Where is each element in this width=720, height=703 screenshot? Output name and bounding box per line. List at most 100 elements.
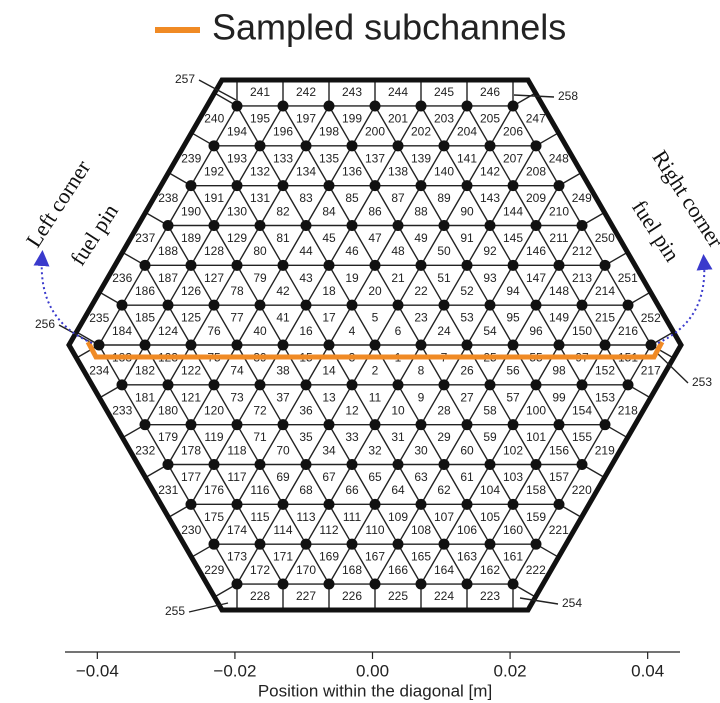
subchannel: 216 bbox=[618, 324, 638, 338]
edge-subchannel: 246 bbox=[480, 85, 500, 99]
fuel-pin bbox=[623, 379, 634, 390]
subchannel: 51 bbox=[437, 271, 451, 285]
fuel-pin bbox=[186, 340, 197, 351]
edge-subchannel: 223 bbox=[480, 589, 500, 603]
subchannel: 67 bbox=[322, 470, 336, 484]
subchannel: 48 bbox=[391, 244, 405, 258]
subchannel: 201 bbox=[388, 111, 408, 125]
corner-subchannel: 257 bbox=[175, 72, 195, 86]
subchannel: 207 bbox=[503, 151, 523, 165]
subchannel: 159 bbox=[526, 510, 546, 524]
fuel-pin bbox=[577, 300, 588, 311]
subchannel: 144 bbox=[503, 204, 523, 218]
subchannel: 89 bbox=[437, 191, 451, 205]
subchannel: 197 bbox=[296, 111, 316, 125]
subchannel: 41 bbox=[276, 311, 290, 325]
fuel-pin bbox=[646, 340, 657, 351]
fuel-pin bbox=[232, 340, 243, 351]
subchannel: 46 bbox=[345, 244, 359, 258]
fuel-pin bbox=[347, 459, 358, 470]
fuel-pin bbox=[255, 459, 266, 470]
annotation: fuel pin bbox=[65, 199, 123, 270]
subchannel: 154 bbox=[572, 404, 592, 418]
edge-subchannel: 235 bbox=[89, 311, 109, 325]
edge-subchannel: 240 bbox=[204, 112, 224, 126]
fuel-pin bbox=[508, 579, 519, 590]
subchannel: 72 bbox=[253, 404, 267, 418]
fuel-pin bbox=[347, 379, 358, 390]
fuel-pin bbox=[485, 459, 496, 470]
fuel-pin bbox=[508, 419, 519, 430]
fuel-pin bbox=[531, 459, 542, 470]
subchannel: 149 bbox=[549, 311, 569, 325]
right-arrow bbox=[658, 262, 704, 343]
corner-subchannel: 255 bbox=[165, 604, 185, 618]
subchannel: 116 bbox=[250, 483, 269, 497]
subchannel: 63 bbox=[414, 470, 428, 484]
fuel-pin bbox=[485, 300, 496, 311]
subchannel: 53 bbox=[460, 311, 474, 325]
subchannel: 122 bbox=[181, 364, 201, 378]
subchannel: 2 bbox=[372, 364, 379, 378]
subchannel: 175 bbox=[204, 510, 224, 524]
subchannel: 136 bbox=[342, 165, 362, 179]
fuel-pin bbox=[554, 180, 565, 191]
fuel-pin bbox=[577, 459, 588, 470]
fuel-pin bbox=[531, 539, 542, 550]
fuel-pin bbox=[301, 220, 312, 231]
fuel-pin bbox=[301, 379, 312, 390]
subchannel: 126 bbox=[181, 284, 201, 298]
fuel-pin bbox=[393, 379, 404, 390]
subchannel: 134 bbox=[296, 165, 316, 179]
fuel-pin bbox=[209, 300, 220, 311]
subchannel: 74 bbox=[230, 364, 244, 378]
subchannel: 117 bbox=[227, 470, 246, 484]
fuel-pin bbox=[186, 260, 197, 271]
subchannel: 27 bbox=[460, 390, 474, 404]
subchannel: 82 bbox=[276, 204, 290, 218]
fuel-pin bbox=[623, 300, 634, 311]
fuel-pin bbox=[370, 419, 381, 430]
fuel-pin bbox=[163, 300, 174, 311]
subchannel: 90 bbox=[460, 204, 474, 218]
subchannel: 167 bbox=[365, 550, 385, 564]
subchannel: 153 bbox=[595, 390, 615, 404]
subchannel: 158 bbox=[526, 483, 546, 497]
fuel-pin bbox=[301, 459, 312, 470]
edge-subchannel: 228 bbox=[250, 589, 270, 603]
subchannel: 100 bbox=[526, 404, 546, 418]
subchannel: 93 bbox=[483, 271, 497, 285]
fuel-pin bbox=[416, 419, 427, 430]
fuel-pin bbox=[416, 499, 427, 510]
subchannel: 166 bbox=[388, 563, 408, 577]
fuel-pin bbox=[531, 140, 542, 151]
subchannel: 187 bbox=[158, 271, 178, 285]
edge-subchannel: 217 bbox=[641, 364, 661, 378]
edge-subchannel: 249 bbox=[572, 191, 592, 205]
edge-subchannel: 243 bbox=[342, 85, 362, 99]
fuel-pin bbox=[163, 379, 174, 390]
edge-subchannel: 239 bbox=[181, 151, 201, 165]
fuel-pin bbox=[301, 539, 312, 550]
subchannel: 5 bbox=[372, 311, 379, 325]
subchannel: 18 bbox=[322, 284, 336, 298]
subchannel: 110 bbox=[365, 523, 384, 537]
subchannel: 19 bbox=[345, 271, 359, 285]
subchannel: 112 bbox=[319, 523, 338, 537]
fuel-pin bbox=[324, 340, 335, 351]
fuel-pin bbox=[255, 539, 266, 550]
edge-subchannel: 218 bbox=[618, 403, 638, 417]
subchannel: 34 bbox=[322, 443, 336, 457]
subchannel: 76 bbox=[207, 324, 221, 338]
subchannel: 30 bbox=[414, 443, 428, 457]
fuel-pin bbox=[186, 180, 197, 191]
subchannel: 21 bbox=[391, 271, 405, 285]
fuel-pin bbox=[232, 419, 243, 430]
subchannel: 56 bbox=[506, 364, 520, 378]
fuel-pin bbox=[163, 220, 174, 231]
subchannel: 130 bbox=[227, 204, 247, 218]
subchannel: 211 bbox=[549, 231, 568, 245]
fuel-pin bbox=[347, 220, 358, 231]
fuel-pin bbox=[554, 340, 565, 351]
fuel-pin bbox=[462, 180, 473, 191]
